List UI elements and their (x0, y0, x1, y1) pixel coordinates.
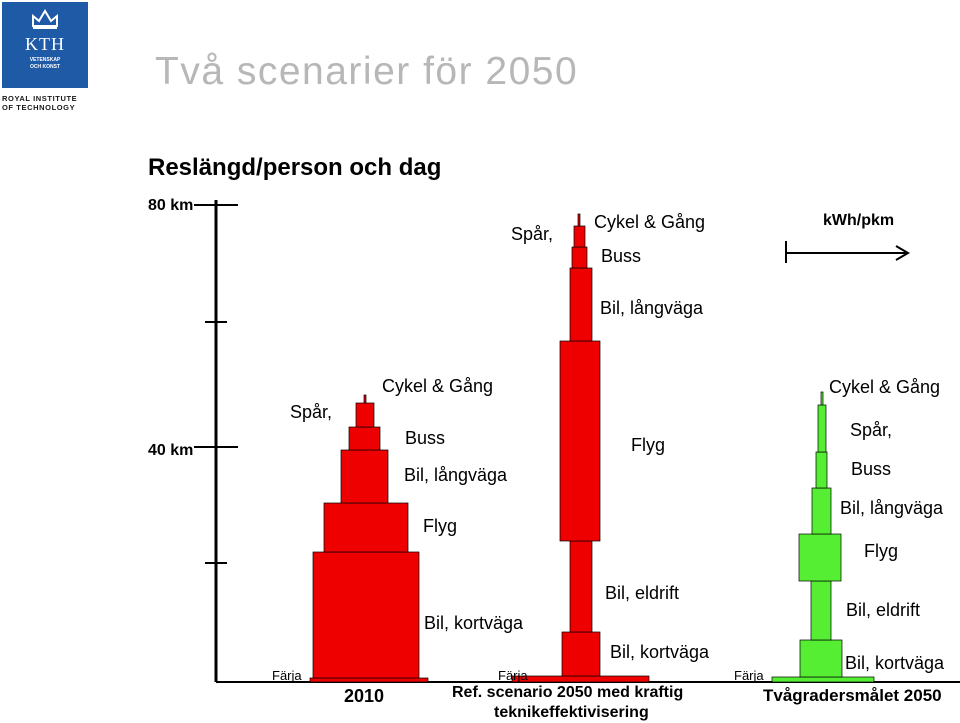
label-2010-bil-kortvaga: Bil, kortväga (424, 613, 524, 633)
bar-2010-farja (309, 677, 429, 683)
bar-2010-spar (355, 402, 375, 428)
label-2c-spar: Spår, (850, 420, 893, 440)
logo-institute-2: OF TECHNOLOGY (2, 103, 76, 112)
bar-2010-buss (348, 426, 381, 451)
stack-2010 (309, 394, 429, 683)
logo-text: KTH (25, 34, 65, 54)
scenario-2010-label: 2010 (344, 686, 385, 706)
label-ref-flyg: Flyg (631, 435, 666, 455)
label-ref-bil-eldrift: Bil, eldrift (605, 583, 680, 603)
logo-shield: KTH VETENSKAP OCH KONST (2, 2, 88, 88)
logo-institute-1: ROYAL INSTITUTE (2, 94, 78, 103)
label-2010-buss: Buss (405, 428, 446, 448)
label-ref-buss: Buss (601, 246, 642, 266)
bar-2c-flyg (798, 533, 842, 582)
bar-2010-cykel (363, 394, 367, 404)
label-2010-bil-langvaga: Bil, långväga (404, 465, 508, 485)
logo-subtext-2: OCH KONST (30, 64, 60, 70)
energy-arrow (785, 241, 910, 263)
label-2c-buss: Buss (851, 459, 892, 479)
bar-2010-flyg (323, 502, 409, 553)
energy-label: kWh/pkm (823, 212, 895, 229)
label-ref-cykel: Cykel & Gång (594, 212, 706, 232)
bar-2c-bil-kortvaga (799, 639, 843, 678)
bar-2c-bil-eldrift (810, 580, 832, 641)
label-2c-bil-langvaga: Bil, långväga (840, 498, 944, 518)
bar-ref-flyg (559, 340, 601, 542)
scenario-ref-label-line1: Ref. scenario 2050 med kraftig (452, 684, 684, 701)
label-ref-farja: Färja (498, 668, 528, 683)
bar-2010-bil-kortvaga (312, 551, 420, 679)
label-2c-cykel: Cykel & Gång (829, 377, 941, 397)
bar-2010-bil-langvaga (340, 449, 389, 504)
label-2c-bil-eldrift: Bil, eldrift (846, 600, 921, 620)
bar-2c-spar (817, 404, 827, 453)
label-ref-spar: Spår, (511, 224, 554, 244)
kth-logo: KTH VETENSKAP OCH KONST ROYAL INSTITUTE … (2, 2, 88, 114)
scenario-2c-label: Tvågradersmålet 2050 (763, 686, 942, 705)
label-2c-flyg: Flyg (864, 541, 899, 561)
bar-ref-bil-kortvaga (561, 631, 601, 677)
label-2010-farja: Färja (272, 668, 302, 683)
bar-ref-cykel (577, 213, 581, 227)
bar-ref-bil-langvaga (569, 267, 593, 342)
bar-ref-farja (511, 675, 650, 683)
bar-2c-farja (771, 676, 875, 683)
logo-institute: ROYAL INSTITUTE OF TECHNOLOGY (2, 94, 92, 112)
label-2010-cykel: Cykel & Gång (382, 376, 494, 396)
bar-ref-spar (573, 225, 586, 248)
tick-label-40: 40 km (148, 442, 194, 459)
label-2010-spar: Spår, (290, 402, 333, 422)
logo-subtext-1: VETENSKAP (29, 57, 61, 63)
label-2010-flyg: Flyg (423, 516, 458, 536)
stack-2c-2050 (771, 391, 875, 683)
bar-ref-buss (571, 246, 588, 269)
crown-icon (32, 9, 58, 29)
label-ref-bil-kortvaga: Bil, kortväga (610, 642, 710, 662)
diagram-subtitle: Reslängd/person och dag (148, 154, 442, 181)
label-ref-bil-langvaga: Bil, långväga (600, 298, 704, 318)
tick-label-80: 80 km (148, 197, 194, 214)
slide-title: Två scenarier för 2050 (155, 50, 579, 93)
bar-ref-bil-eldrift (569, 540, 593, 633)
bar-2c-cykel (820, 391, 824, 406)
bar-2c-buss (815, 451, 828, 489)
label-2c-farja: Färja (734, 668, 764, 683)
logo-subtext: VETENSKAP OCH KONST (2, 57, 88, 71)
stack-ref-2050 (511, 213, 650, 683)
scenario-ref-label-line2: teknikeffektivisering (494, 704, 649, 721)
bar-2c-bil-langvaga (811, 487, 832, 535)
label-2c-bil-kortvaga: Bil, kortväga (845, 653, 945, 673)
